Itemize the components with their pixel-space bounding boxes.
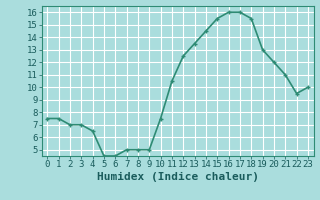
X-axis label: Humidex (Indice chaleur): Humidex (Indice chaleur) <box>97 172 259 182</box>
